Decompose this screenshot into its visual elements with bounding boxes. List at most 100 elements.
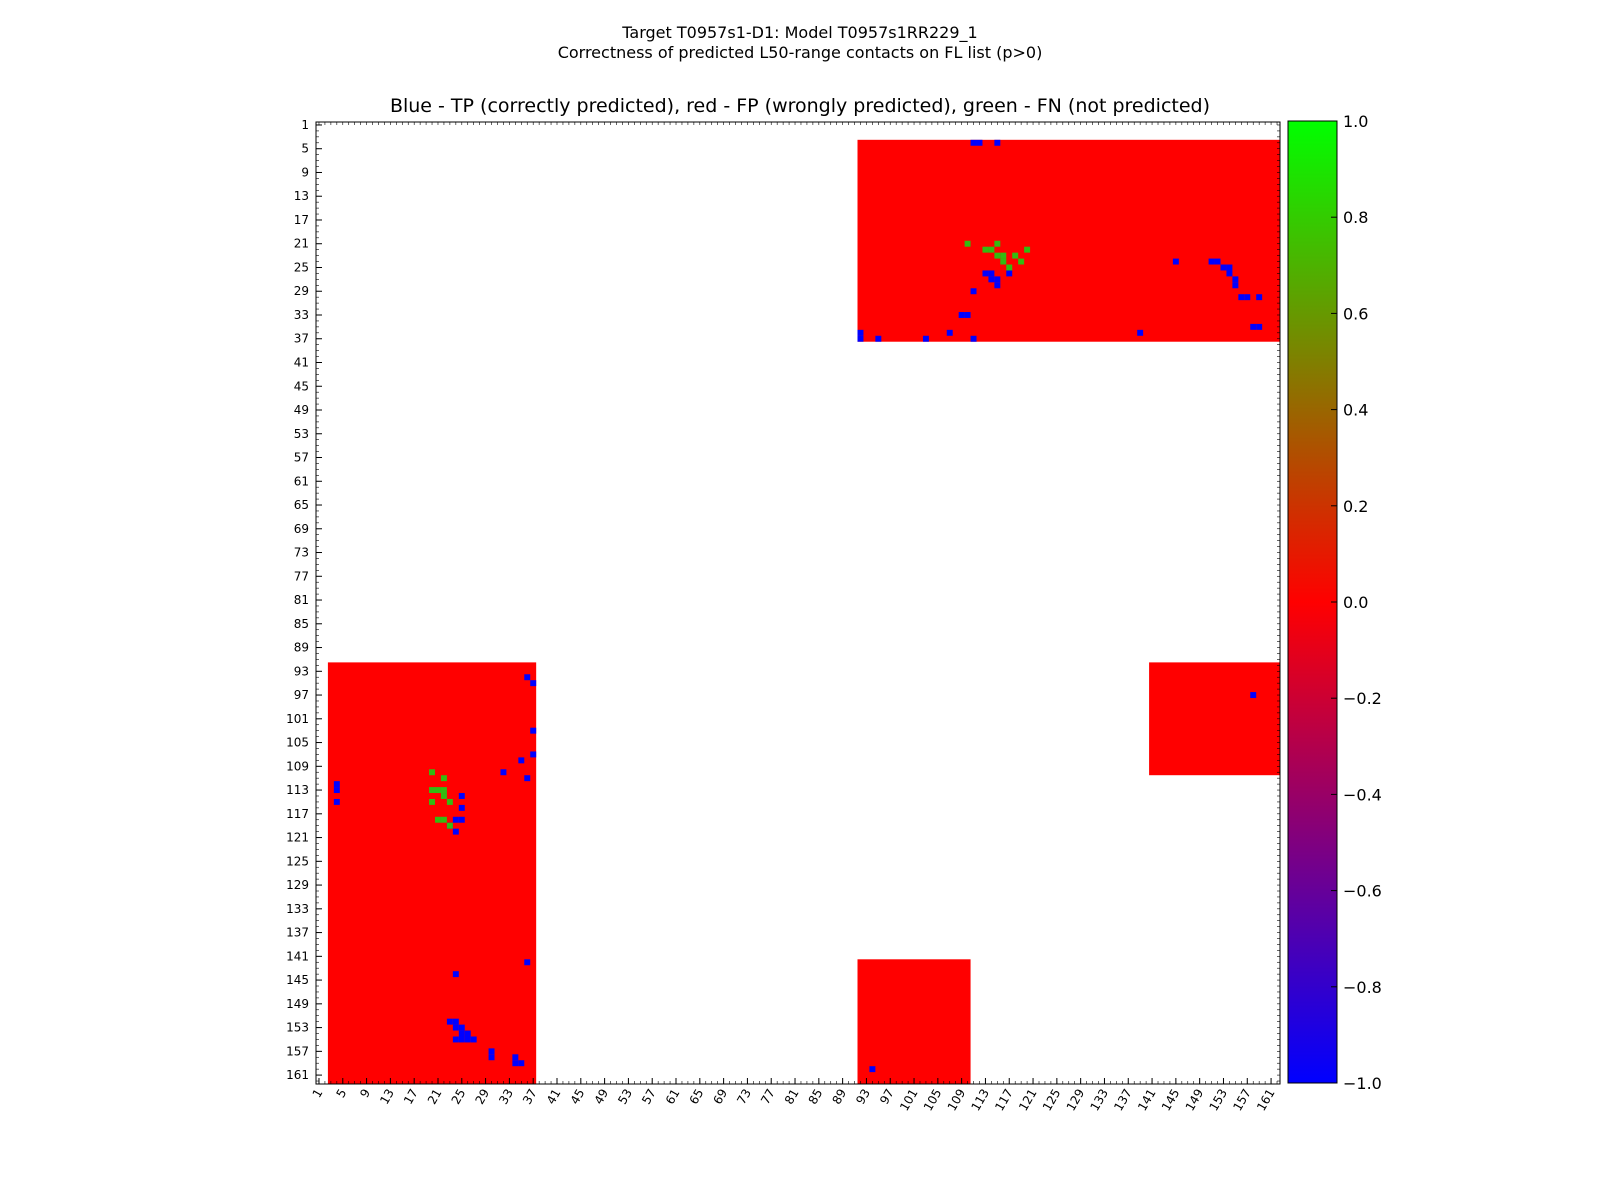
colorbar-tick-label: 0.6 (1343, 304, 1368, 323)
colorbar-tick-label: 0.0 (1343, 593, 1368, 612)
tp-cell (958, 312, 965, 318)
tp-cell (458, 793, 465, 799)
x-tick-label: 149 (1183, 1087, 1207, 1114)
fn-cell (446, 798, 453, 805)
fp-region (857, 139, 1280, 342)
x-tick-label: 13 (377, 1087, 397, 1107)
fn-cell (435, 816, 441, 823)
tp-cell (1214, 258, 1221, 265)
tp-cell (1137, 329, 1144, 336)
x-tick-label: 133 (1087, 1087, 1111, 1114)
x-tick-label: 161 (1254, 1087, 1278, 1114)
tp-cell (1250, 323, 1257, 330)
y-tick-label: 45 (294, 379, 309, 393)
x-tick-label: 29 (472, 1087, 492, 1107)
fn-cell (429, 798, 436, 805)
fn-cell (1018, 258, 1025, 265)
y-tick-label: 9 (301, 165, 309, 179)
x-tick-label: 145 (1159, 1087, 1183, 1114)
tp-cell (452, 1036, 459, 1043)
tp-cell (1250, 692, 1257, 699)
y-tick-label: 13 (294, 189, 309, 203)
fn-cell (994, 252, 1001, 259)
x-tick-label: 121 (1016, 1087, 1040, 1114)
fn-cell (1000, 258, 1007, 265)
y-tick-label: 1 (301, 118, 309, 132)
fp-region (857, 959, 971, 1084)
tp-cell (982, 270, 989, 277)
tp-cell (857, 335, 864, 342)
y-tick-label: 97 (294, 688, 309, 702)
tp-cell (452, 971, 459, 978)
tp-cell (994, 139, 1001, 146)
tp-cell (869, 1066, 876, 1073)
tp-cell (1226, 264, 1233, 271)
colorbar-tick-label: −1.0 (1343, 1074, 1382, 1093)
tp-cell (452, 816, 459, 823)
colorbar-tick-label: 0.2 (1343, 497, 1368, 516)
y-tick-label: 149 (286, 997, 309, 1011)
y-tick-label: 89 (294, 641, 309, 655)
tp-cell (458, 816, 465, 823)
x-tick-label: 65 (687, 1087, 707, 1107)
y-tick-label: 101 (286, 712, 309, 726)
tp-cell (333, 787, 340, 794)
tp-cell (530, 751, 537, 758)
tp-cell (1172, 258, 1179, 265)
y-tick-label: 29 (294, 284, 309, 298)
x-tick-label: 137 (1111, 1087, 1135, 1114)
fn-cell (429, 769, 436, 776)
y-tick-label: 113 (286, 783, 309, 797)
x-tick-label: 41 (544, 1087, 564, 1107)
x-tick-label: 153 (1206, 1087, 1230, 1114)
tp-cell (1244, 294, 1251, 301)
y-tick-label: 25 (294, 260, 309, 274)
x-tick-label: 1 (310, 1087, 326, 1101)
x-tick-label: 57 (639, 1087, 659, 1107)
y-tick-label: 145 (286, 973, 309, 987)
tp-cell (1238, 294, 1245, 301)
fn-cell (440, 816, 447, 823)
x-tick-label: 113 (968, 1087, 992, 1114)
tp-cell (994, 276, 1001, 283)
fp-region (327, 662, 537, 1084)
tp-cell (470, 1036, 477, 1043)
y-tick-label: 153 (286, 1021, 309, 1035)
y-tick-label: 93 (294, 664, 309, 678)
tp-cell (970, 335, 977, 342)
fn-cell (440, 787, 447, 794)
tp-cell (875, 335, 882, 342)
y-tick-label: 69 (294, 522, 309, 536)
fp-region (1149, 662, 1280, 776)
figure-suptitle-line-1: Target T0957s1-D1: Model T0957s1RR229_1 (621, 23, 977, 43)
y-tick-label: 117 (286, 807, 309, 821)
x-tick-label: 73 (734, 1087, 754, 1107)
x-tick-label: 17 (401, 1087, 421, 1107)
x-tick-label: 93 (853, 1087, 873, 1107)
y-tick-label: 137 (286, 926, 309, 940)
contact-cells (327, 139, 1280, 1084)
y-tick-label: 21 (294, 237, 309, 251)
axes-title: Blue - TP (correctly predicted), red - F… (390, 95, 1210, 117)
fn-cell (1006, 264, 1013, 271)
colorbar-tick-label: −0.4 (1343, 785, 1382, 804)
tp-cell (964, 312, 971, 318)
tp-cell (1208, 258, 1215, 265)
tp-cell (512, 1060, 519, 1067)
x-tick-label: 157 (1230, 1087, 1254, 1114)
x-tick-label: 81 (782, 1087, 802, 1107)
y-tick-label: 157 (286, 1044, 309, 1058)
tp-cell (994, 282, 1001, 289)
tp-cell (464, 1036, 471, 1043)
y-tick-label: 57 (294, 451, 309, 465)
tp-cell (1226, 270, 1233, 277)
x-tick-label: 5 (333, 1087, 349, 1101)
tp-cell (488, 1048, 495, 1055)
tp-cell (488, 1054, 495, 1061)
y-tick-label: 77 (294, 569, 309, 583)
fn-cell (446, 822, 453, 829)
tp-cell (458, 1036, 465, 1043)
x-tick-label: 69 (710, 1087, 730, 1107)
x-tick-label: 49 (591, 1087, 611, 1107)
